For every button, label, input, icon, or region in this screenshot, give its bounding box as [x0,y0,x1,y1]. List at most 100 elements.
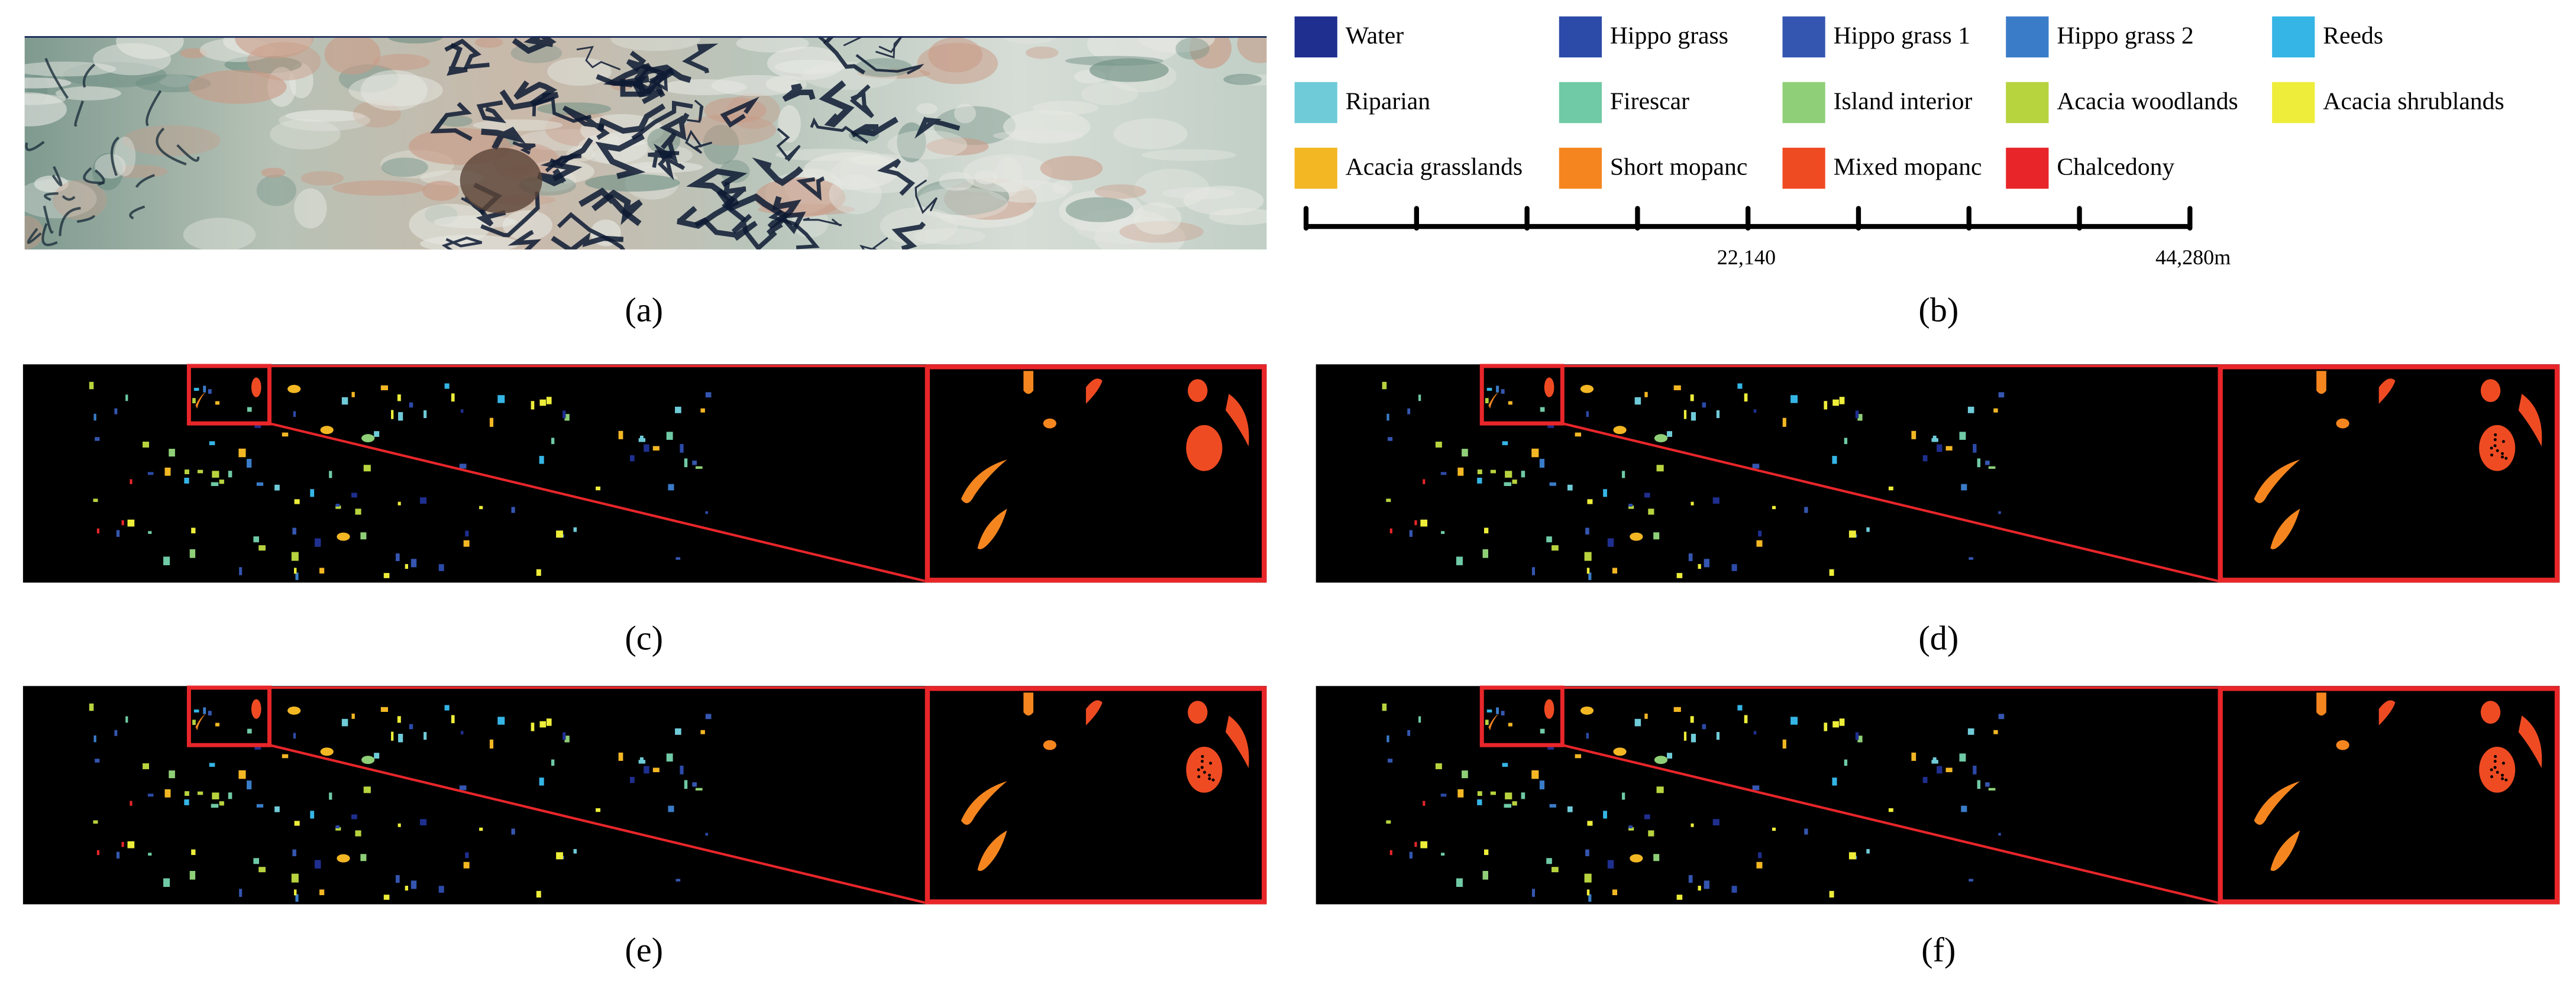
class-pixel [539,456,544,464]
zoom-view [2218,364,2560,583]
class-pixel [1673,385,1681,390]
texture-patch [660,79,747,95]
class-pixel [148,531,152,535]
scale-bar: 22,140 44,280m [1303,206,2231,269]
class-pixel [1486,710,1492,713]
class-pixel [1490,791,1496,795]
class-hole [2490,446,2493,450]
class-pixel [1584,552,1592,561]
class-pixel [652,767,660,772]
class-pixel [398,412,403,421]
class-patch [1544,699,1554,719]
zoom-box [186,685,272,747]
class-pixel [1504,482,1512,487]
class-hole [2490,768,2493,772]
class-pixel [705,511,709,514]
class-patch [361,434,375,443]
class-pixel [293,733,296,739]
class-pixel [511,828,515,835]
class-pixel [191,849,196,856]
class-pixel [1575,432,1582,437]
class-pixel [294,499,300,504]
class-pixel [460,731,464,735]
class-pixel [1945,767,1953,772]
class-pixel [125,716,128,723]
class-pixel [1567,484,1573,491]
texture-patch [24,92,67,127]
class-pixel [1973,443,1977,453]
class-pixel [351,713,355,719]
class-pixel [1409,851,1413,859]
texture-patch [1237,36,1267,63]
class-pixel [1666,753,1672,759]
texture-patch [279,109,370,131]
texture-patch [1040,156,1103,181]
class-pixel [705,714,712,720]
legend-swatch [2006,16,2049,58]
class-pixel [1585,849,1589,857]
texture-patch [1133,202,1182,235]
class-pixel [465,530,469,537]
class-pixel [675,557,681,560]
class-pixel [463,540,470,547]
legend-label: Reeds [2323,22,2383,49]
class-pixel [1857,414,1863,421]
legend-swatch [1294,16,1337,58]
class-pixel [459,464,467,469]
class-pixel [1607,538,1614,547]
class-pixel [1866,527,1870,532]
class-pixel [310,489,315,497]
class-pixel [1832,778,1837,786]
class-pixel [1477,791,1482,796]
class-patch [2336,418,2349,429]
class-pixel [1756,540,1763,547]
class-pixel [1959,432,1966,440]
class-pixel [680,443,684,453]
class-pixel [692,782,697,787]
class-pixel [193,387,199,391]
class-hole [2493,766,2497,769]
class-pixel [203,386,206,393]
class-pixel [1423,801,1426,806]
class-pixel [184,799,189,805]
class-hole [2490,453,2494,457]
class-pixel [169,770,175,779]
class-pixel [489,417,494,427]
class-pixel [238,770,246,779]
texture-patch [963,154,1052,192]
class-pixel [1848,852,1856,860]
class-pixel [1716,410,1720,419]
texture-patch [954,103,977,124]
class-pixel [1501,389,1505,394]
class-pixel [114,408,118,414]
class-pixel [185,791,189,796]
class-pixel [258,867,266,873]
class-pixel [1644,713,1648,719]
class-pixel [1931,760,1938,764]
river-channel [620,79,665,98]
legend-label: Acacia grasslands [1346,153,1523,180]
class-patch [2518,715,2542,769]
texture-patch [92,153,124,190]
class-pixel [1496,707,1499,714]
class-pixel [1477,469,1482,474]
class-pixel [397,716,401,723]
class-pixel [256,482,264,486]
class-pixel [1456,878,1463,887]
class-pixel [1653,854,1660,861]
class-pixel [1832,456,1837,464]
river-channel [444,38,490,70]
class-pixel [1382,703,1387,711]
class-pixel [391,731,394,741]
class-patch [977,508,1007,549]
texture-patch [829,174,882,215]
texture-patch [974,170,998,184]
class-pixel [564,736,570,743]
texture-patch [933,106,1016,145]
class-pixel [189,871,196,880]
classification-map [1316,364,2560,583]
texture-patch [381,157,428,177]
class-pixel [1839,718,1845,726]
class-pixel [95,759,100,763]
class-pixel [1844,438,1848,445]
